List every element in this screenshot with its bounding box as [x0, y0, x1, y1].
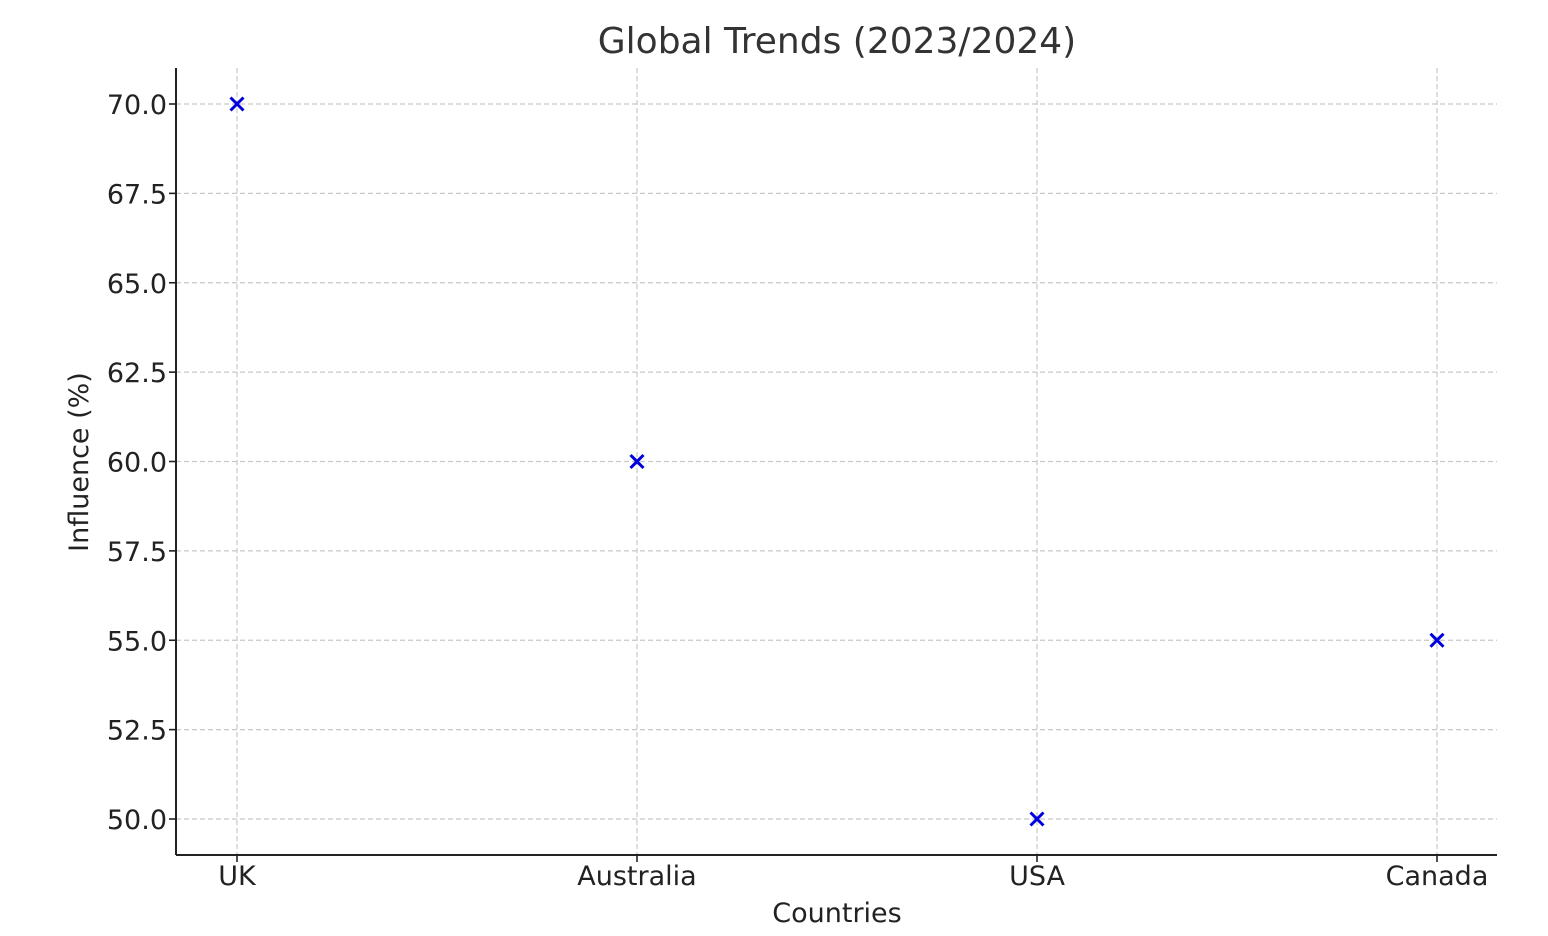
- chart-title: Global Trends (2023/2024): [598, 21, 1076, 62]
- x-marker-stroke: [229, 96, 245, 112]
- data-point-uk: [229, 96, 245, 112]
- data-points: [229, 96, 1445, 827]
- x-axis-ticks: UK Australia USA Canada: [218, 855, 1488, 892]
- x-marker-stroke: [1429, 632, 1445, 648]
- y-tick-label: 50.0: [107, 805, 167, 836]
- y-axis-ticks: 50.0 52.5 55.0 57.5 60.0 62.5 65.0 67.5 70.0: [107, 90, 176, 836]
- y-tick-label: 70.0: [107, 90, 167, 121]
- y-tick-label: 55.0: [107, 626, 167, 657]
- y-tick-label: 52.5: [107, 716, 167, 747]
- x-tick-label: Australia: [577, 861, 696, 892]
- y-tick-label: 62.5: [107, 358, 167, 389]
- x-marker-stroke: [629, 453, 645, 470]
- y-tick-label: 60.0: [107, 448, 167, 479]
- x-tick-label: Canada: [1386, 861, 1489, 892]
- y-tick-label: 67.5: [107, 179, 167, 210]
- grid: [176, 68, 1497, 855]
- x-tick-label: USA: [1009, 861, 1065, 892]
- data-point-usa: [1029, 811, 1045, 827]
- y-tick-label: 57.5: [107, 537, 167, 568]
- y-axis-label: Influence (%): [64, 372, 95, 552]
- data-point-australia: [629, 453, 645, 470]
- x-tick-label: UK: [218, 861, 257, 892]
- x-marker-stroke: [1029, 811, 1045, 827]
- data-point-canada: [1429, 632, 1445, 648]
- y-tick-label: 65.0: [107, 269, 167, 300]
- x-axis-label: Countries: [772, 898, 901, 929]
